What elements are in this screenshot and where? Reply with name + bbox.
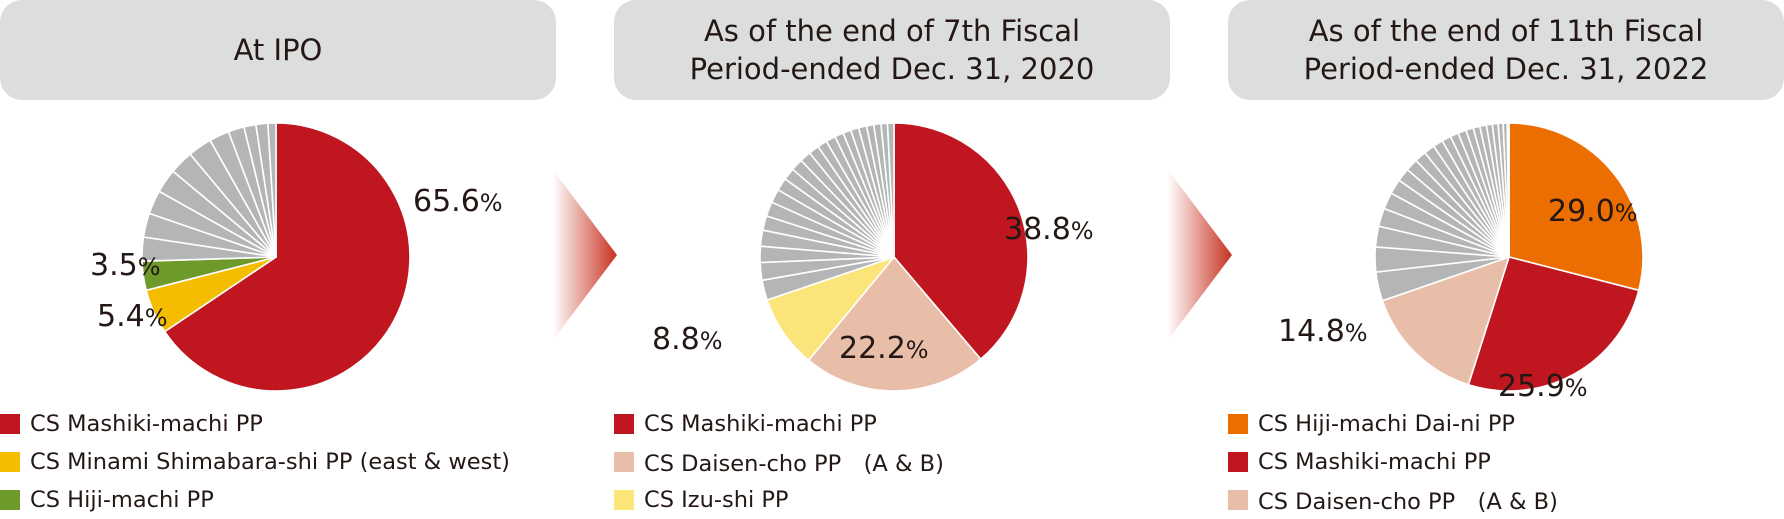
percent-sign: % [1344, 319, 1368, 347]
arrow-right-icon [553, 170, 617, 340]
percent-sign: % [479, 189, 503, 217]
percent-sign: % [144, 304, 168, 332]
data-label: 38.8% [1004, 212, 1094, 247]
legend-swatch [1228, 414, 1248, 434]
data-label-value: 25.9 [1498, 369, 1565, 404]
legend-item: CS Mashiki-machi PP [0, 405, 510, 443]
pie-chart [1374, 122, 1644, 392]
data-label: 5.4% [97, 299, 168, 334]
data-label-value: 14.8 [1278, 314, 1345, 349]
legend-swatch [614, 414, 634, 434]
chart-title: As of the end of 11th Fiscal Period-ende… [1228, 0, 1784, 100]
pie-slice [1381, 256, 1510, 386]
arrow-right-icon [1168, 170, 1232, 340]
data-label-value: 8.8 [652, 322, 700, 357]
legend-item: CS Minami Shimabara-shi PP (east & west) [0, 443, 510, 481]
chart-title: At IPO [0, 0, 556, 100]
pie-chart [759, 122, 1029, 392]
data-label: 3.5% [90, 248, 161, 283]
legend-label: CS Hiji-machi PP [30, 487, 214, 513]
legend-swatch [1228, 490, 1248, 510]
percent-sign: % [137, 253, 161, 281]
legend-label: CS Daisen-cho PP (A & B) [644, 451, 944, 477]
pie-slice-other [267, 122, 277, 258]
data-label-value: 22.2 [839, 331, 906, 366]
legend-swatch [0, 452, 20, 472]
data-label-value: 5.4 [97, 299, 145, 334]
pie-slice [893, 122, 1029, 360]
legend-label: CS Mashiki-machi PP [30, 411, 263, 437]
legend-item: CS Izu-shi PP [614, 481, 944, 519]
legend-item: CS Hiji-machi PP [0, 481, 510, 519]
chart-panel-ipo: At IPO CS Mashiki-machi PP CS Minami Shim… [0, 0, 556, 514]
percent-sign: % [905, 336, 929, 364]
chart-panel-fy2020: As of the end of 7th Fiscal Period-ended… [614, 0, 1170, 514]
data-label-value: 65.6 [413, 184, 480, 219]
legend: CS Hiji-machi Dai-ni PP CS Mashiki-machi … [1228, 405, 1558, 519]
data-label: 29.0% [1548, 194, 1638, 229]
pie-slice-other [1506, 122, 1510, 258]
legend-swatch [0, 414, 20, 434]
data-label-value: 38.8 [1004, 212, 1071, 247]
legend: CS Mashiki-machi PP CS Minami Shimabara-s… [0, 405, 510, 519]
legend: CS Mashiki-machi PP CS Daisen-cho PP (A &… [614, 405, 944, 519]
chart-title: As of the end of 7th Fiscal Period-ended… [614, 0, 1170, 100]
data-label-value: 29.0 [1548, 194, 1615, 229]
legend-label: CS Daisen-cho PP (A & B) [1258, 489, 1558, 515]
legend-item: CS Mashiki-machi PP [614, 405, 944, 443]
pie-slice [807, 256, 982, 392]
data-label: 22.2% [839, 331, 929, 366]
percent-sign: % [1070, 217, 1094, 245]
percent-sign: % [699, 327, 723, 355]
legend-swatch [1228, 452, 1248, 472]
percent-sign: % [1564, 374, 1588, 402]
legend-item: CS Hiji-machi Dai-ni PP [1228, 405, 1558, 443]
legend-swatch [614, 490, 634, 510]
legend-label: CS Izu-shi PP [644, 487, 789, 513]
percent-sign: % [1614, 199, 1638, 227]
pie-slice [1467, 256, 1640, 392]
pie-slice-other [886, 122, 895, 258]
data-label: 65.6% [413, 184, 503, 219]
legend-item: CS Daisen-cho PP (A & B) [1228, 481, 1558, 519]
data-label: 25.9% [1498, 369, 1588, 404]
legend-label: CS Mashiki-machi PP [644, 411, 877, 437]
chart-panel-fy2022: As of the end of 11th Fiscal Period-ende… [1228, 0, 1784, 515]
pie-chart [141, 122, 411, 392]
legend-label: CS Hiji-machi Dai-ni PP [1258, 411, 1515, 437]
legend-label: CS Minami Shimabara-shi PP (east & west) [30, 449, 510, 475]
legend-label: CS Mashiki-machi PP [1258, 449, 1491, 475]
data-label-value: 3.5 [90, 248, 138, 283]
legend-swatch [614, 452, 634, 472]
data-label: 14.8% [1278, 314, 1368, 349]
legend-item: CS Daisen-cho PP (A & B) [614, 443, 944, 481]
legend-item: CS Mashiki-machi PP [1228, 443, 1558, 481]
pie-slice [1508, 122, 1644, 292]
data-label: 8.8% [652, 322, 723, 357]
pie-slice [163, 122, 411, 392]
legend-swatch [0, 490, 20, 510]
